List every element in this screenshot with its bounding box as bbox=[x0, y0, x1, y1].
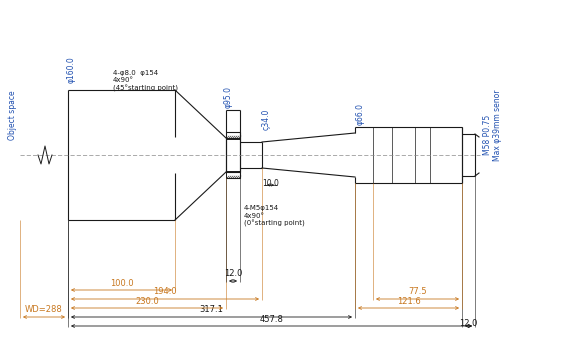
Text: 4-M5φ154
4x90°
(0°starting point): 4-M5φ154 4x90° (0°starting point) bbox=[244, 205, 305, 227]
Bar bbox=[226, 132, 240, 139]
Text: 457.8: 457.8 bbox=[260, 314, 283, 323]
Text: Object space: Object space bbox=[8, 90, 17, 140]
Text: 100.0: 100.0 bbox=[109, 278, 133, 288]
Text: 194.0: 194.0 bbox=[153, 288, 177, 296]
Bar bbox=[226, 171, 240, 178]
Text: 12.0: 12.0 bbox=[459, 319, 478, 328]
Text: 10.0: 10.0 bbox=[262, 179, 279, 188]
Text: 121.6: 121.6 bbox=[397, 296, 420, 306]
Text: φ95.0: φ95.0 bbox=[223, 86, 233, 108]
Text: 4-φ8.0  φ154
4x90°
(45°starting point): 4-φ8.0 φ154 4x90° (45°starting point) bbox=[113, 70, 178, 92]
Text: ς34.0: ς34.0 bbox=[262, 108, 271, 130]
Text: Max φ39mm senor: Max φ39mm senor bbox=[493, 89, 502, 161]
Text: φ160.0: φ160.0 bbox=[66, 56, 75, 83]
Text: WD=288: WD=288 bbox=[25, 306, 63, 315]
Text: M58 P0.75: M58 P0.75 bbox=[483, 115, 492, 155]
Text: 230.0: 230.0 bbox=[135, 296, 159, 306]
Text: φ66.0: φ66.0 bbox=[355, 103, 365, 125]
Text: 12.0: 12.0 bbox=[224, 270, 242, 278]
Text: 77.5: 77.5 bbox=[408, 288, 427, 296]
Text: 317.1: 317.1 bbox=[199, 306, 223, 315]
